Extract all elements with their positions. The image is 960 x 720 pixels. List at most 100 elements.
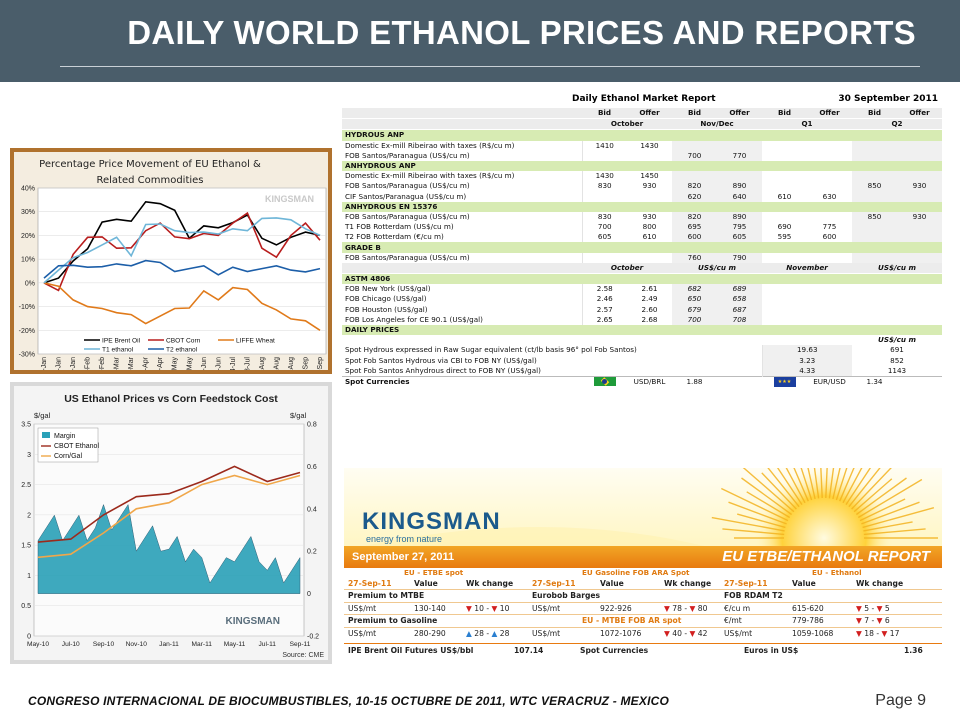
row-value: 595 (777, 232, 792, 242)
legend-wheat: LIFFE Wheat (236, 338, 275, 345)
daily-unit-row: US$/cu m (342, 335, 942, 345)
chart1-series-0 (43, 200, 321, 284)
chart1-x-tick: 4-Jul (230, 357, 237, 370)
row-value (897, 232, 942, 243)
kingsman-etbe-report: KINGSMAN energy from nature September 27… (344, 424, 942, 664)
row-value: 2.49 (641, 294, 658, 304)
chart2-x-tick: Jul-11 (259, 641, 277, 648)
row-value: 605 (717, 232, 762, 243)
chart1-title-line2: Related Commodities (96, 175, 203, 186)
legend-cbot-ethanol: CBOT Ethanol (54, 443, 99, 450)
row-value (807, 212, 852, 222)
row-value: 890 (717, 211, 762, 223)
report-row: T2 FOB Rotterdam (€/cu m) 605 610 600 605 595… (342, 232, 942, 243)
period-head: Q1 (762, 118, 852, 131)
sun-ray (722, 528, 785, 536)
banner-cell: US$/mt (532, 628, 561, 638)
chart1-x-tick: 29-Aug (288, 357, 295, 370)
sun-ray (853, 478, 893, 513)
row-value: 830 (597, 211, 612, 221)
banner-cell: 280-290 (414, 628, 446, 638)
banner-title-bar: September 27, 2011 EU ETBE/ETHANOL REPOR… (344, 546, 942, 568)
row-label: FOB Santos/Paranagua (US$/cu m) (342, 150, 583, 161)
currency-pair: USD/BRL (633, 376, 666, 386)
row-value (627, 253, 672, 263)
chart1-x-tick: 18-Jul (244, 357, 251, 370)
chart1-x-tick: 12-Sep (302, 357, 309, 370)
eu-flag-icon: ★★★ (762, 376, 807, 387)
banner-change-cell: ▼ 40 - ▼ 42 (664, 628, 708, 638)
row-value (852, 252, 897, 263)
chart1-x-tick: 1-Aug (259, 357, 266, 370)
chart1-x-tick: 6-Jun (201, 357, 208, 370)
row-value (717, 171, 762, 182)
currency-value: 1.34 (866, 376, 883, 386)
slide-title: DAILY WORLD ETHANOL PRICES AND REPORTS (127, 14, 916, 51)
chart1-y-tick: -10% (19, 304, 35, 311)
sun-ray (737, 462, 795, 513)
chart2-y-left-tick: 2 (27, 512, 31, 519)
chart2-x-tick: Jul-10 (62, 641, 80, 648)
row-value (717, 140, 762, 151)
report-title-bar: Daily Ethanol Market Report 30 September… (342, 90, 942, 106)
chart2-margin-area (37, 503, 301, 594)
legend-margin: Margin (54, 433, 76, 440)
row-value (582, 253, 627, 263)
period-head: October (582, 118, 672, 131)
astm-head: November (762, 262, 852, 274)
row-value (852, 232, 897, 243)
report-col-heads: Bid Offer Bid Offer Bid Offer Bid Offer (342, 108, 942, 120)
row-value: 605 (597, 232, 612, 242)
row-value (627, 192, 672, 202)
col-head: Bid (852, 108, 897, 120)
banner-subgroup-mtbe: EU - MTBE FOB AR spot (582, 616, 682, 625)
banner-head-cell: 27-Sep-11 (348, 579, 392, 588)
eu-ethanol-chart-svg: Percentage Price Movement of EU Ethanol … (19, 159, 327, 380)
chart1-y-tick: -20% (19, 328, 35, 335)
report-section: DAILY PRICES (342, 324, 942, 336)
sun-ray (746, 491, 791, 519)
banner-change-cell: ▼ 5 - ▼ 5 (856, 603, 890, 613)
row-value (852, 191, 897, 202)
chart2-y-left-tick: 1 (27, 573, 31, 580)
chart1-x-tick: 28-Mar (128, 356, 135, 370)
row-value (897, 140, 942, 151)
chart2-x-tick: Sep-11 (290, 641, 311, 648)
chart1-plot-area (37, 187, 327, 355)
section-head: ANHYDROUS ANP (342, 160, 942, 172)
chart2-y-right-tick: 0.6 (307, 464, 317, 471)
daily-row: Spot Hydrous expressed in Raw Sugar equi… (342, 345, 942, 356)
row-value: 852 (890, 355, 904, 365)
period-head: Q2 (852, 118, 942, 131)
banner-row: US$/mt 280-290 ▲ 28 - ▲ 28 US$/mt 1072-1076 ▼… (344, 626, 942, 640)
col-head: Offer (717, 108, 762, 120)
chart2-y-left-tick: 1.5 (21, 543, 31, 550)
chart1-legend: IPE Brent Oil CBOT Corn LIFFE Wheat T1 e… (84, 338, 275, 354)
banner-change-cell: ▼ 10 - ▼ 10 (466, 603, 510, 613)
row-value (897, 191, 942, 202)
banner-head-cell: Value (414, 579, 438, 588)
report-row: Domestic Ex-mill Ribeirao with taxes (R$… (342, 140, 942, 151)
sun-ray (728, 501, 787, 525)
row-label: FOB Santos/Paranagua (US$/cu m) (342, 181, 583, 192)
row-value (897, 150, 942, 161)
row-value: 658 (717, 294, 762, 305)
legend-t2: T2 ethanol (166, 347, 198, 354)
banner-footer-row: IPE Brent Oil Futures US$/bbl 107.14 Spo… (344, 643, 942, 656)
row-value: 890 (717, 181, 762, 192)
row-value: 600 (822, 232, 837, 242)
row-label: FOB Los Angeles for CE 90.1 (US$/gal) (342, 314, 583, 325)
daily-row: Spot Fob Santos Hydrous via CBI to FOB N… (342, 355, 942, 366)
banner-cell: US$/mt (348, 603, 377, 613)
row-value (807, 181, 852, 191)
banner-group-ethanol: EU - Ethanol (812, 568, 862, 577)
row-value: 850 (852, 211, 897, 223)
row-value (762, 151, 807, 161)
row-value (762, 212, 807, 222)
row-value (762, 253, 807, 263)
chart1-y-tick: 10% (21, 257, 35, 264)
row-value: 1430 (595, 171, 614, 181)
slide-header: DAILY WORLD ETHANOL PRICES AND REPORTS (0, 0, 960, 82)
report-row: FOB Santos/Paranagua (US$/cu m) 830 930 820… (342, 181, 942, 192)
banner-euros-value: 1.36 (904, 646, 923, 655)
